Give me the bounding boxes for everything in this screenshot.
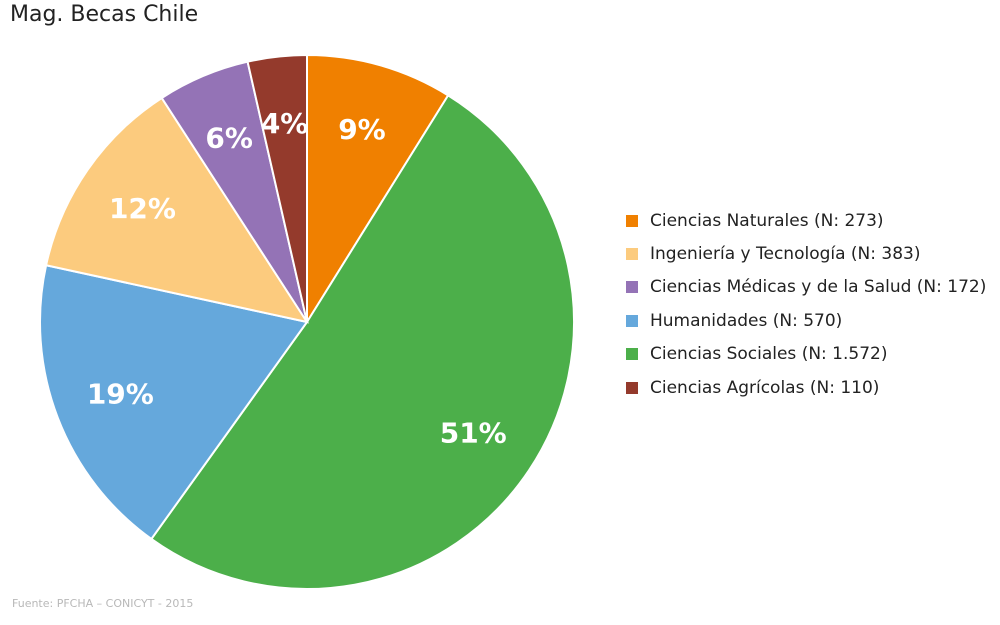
pie-slice-label-ciencias-agricolas: 4% (261, 107, 309, 140)
legend-item-ciencias-agricolas: Ciencias Agrícolas (N: 110) (626, 371, 986, 404)
legend-swatch (626, 381, 638, 394)
legend-item-humanidades: Humanidades (N: 570) (626, 304, 986, 337)
legend-swatch (626, 248, 638, 261)
legend-label: Ingeniería y Tecnología (N: 383) (650, 244, 921, 265)
source-note: Fuente: PFCHA – CONICYT - 2015 (12, 597, 194, 610)
pie-slice-label-humanidades: 19% (87, 377, 154, 410)
legend-label: Ciencias Naturales (N: 273) (650, 210, 884, 231)
legend-item-ciencias-medicas-y-de-la-salud: Ciencias Médicas y de la Salud (N: 172) (626, 271, 986, 304)
pie-slice-label-ciencias-naturales: 9% (338, 113, 386, 146)
legend-item-ciencias-naturales: Ciencias Naturales (N: 273) (626, 204, 986, 237)
pie-slice-ciencias-naturales (306, 53, 450, 326)
legend-label: Ciencias Agrícolas (N: 110) (650, 377, 880, 398)
legend-swatch (626, 214, 638, 227)
legend-swatch (626, 314, 638, 327)
legend-item-ingenieria-y-tecnologia: Ingeniería y Tecnología (N: 383) (626, 237, 986, 270)
pie-slice-ciencias-sociales (149, 93, 575, 590)
pie-slice-label-ciencias-sociales: 51% (440, 417, 507, 450)
legend-item-ciencias-sociales: Ciencias Sociales (N: 1.572) (626, 338, 986, 371)
legend-swatch (626, 348, 638, 361)
legend-swatch (626, 281, 638, 294)
legend-label: Humanidades (N: 570) (650, 310, 843, 331)
pie-slice-ciencias-agricolas (246, 53, 308, 323)
pie-slice-label-ingenieria-y-tecnologia: 12% (109, 192, 176, 225)
pie-slice-labels: 9% 51% 19% 12% 6% 4% (87, 107, 507, 450)
pie-slices (39, 53, 575, 590)
pie-slice-label-ciencias-medicas-y-de-la-salud: 6% (205, 121, 253, 154)
legend-label: Ciencias Sociales (N: 1.572) (650, 344, 888, 365)
pie-slice-humanidades (39, 264, 309, 541)
legend-label: Ciencias Médicas y de la Salud (N: 172) (650, 277, 987, 298)
legend: Ciencias Naturales (N: 273) Ingeniería y … (626, 204, 986, 404)
pie-slice-ingenieria-y-tecnologia (44, 96, 310, 324)
chart-title: Mag. Becas Chile (10, 2, 199, 27)
